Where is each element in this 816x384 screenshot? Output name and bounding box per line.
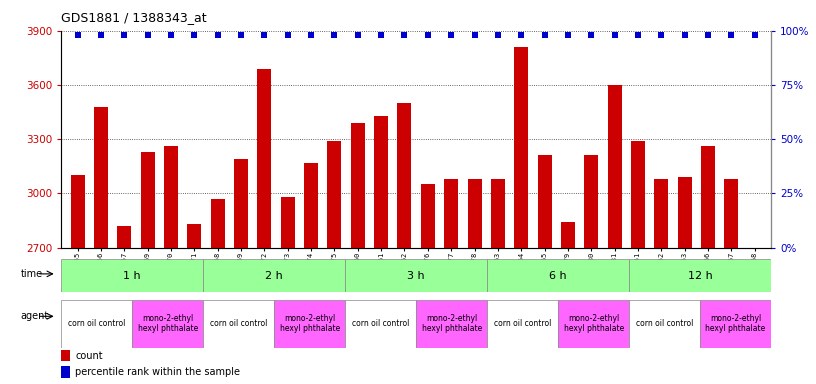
Text: 6 h: 6 h — [549, 270, 567, 281]
Text: time: time — [21, 269, 43, 279]
Point — [561, 32, 574, 38]
Point — [515, 32, 528, 38]
Bar — [561, 222, 575, 384]
Bar — [444, 179, 459, 384]
Point — [632, 32, 645, 38]
Point — [351, 32, 364, 38]
Point — [328, 32, 341, 38]
Point — [211, 32, 224, 38]
Point — [748, 32, 761, 38]
Point — [258, 32, 271, 38]
Point — [95, 32, 108, 38]
Point — [71, 32, 84, 38]
Text: corn oil control: corn oil control — [210, 319, 268, 328]
Bar — [468, 179, 481, 384]
Point — [702, 32, 715, 38]
Text: corn oil control: corn oil control — [494, 319, 552, 328]
Bar — [487, 259, 629, 292]
Bar — [351, 123, 365, 384]
Bar — [327, 141, 341, 384]
Bar — [118, 226, 131, 384]
Point — [234, 32, 247, 38]
Point — [725, 32, 738, 38]
Text: mono-2-ethyl
hexyl phthalate: mono-2-ethyl hexyl phthalate — [280, 314, 339, 333]
Bar — [211, 199, 224, 384]
Text: corn oil control: corn oil control — [68, 319, 126, 328]
Point — [538, 32, 551, 38]
Point — [421, 32, 434, 38]
Bar — [654, 179, 668, 384]
Bar — [61, 366, 69, 377]
Point — [608, 32, 621, 38]
Text: mono-2-ethyl
hexyl phthalate: mono-2-ethyl hexyl phthalate — [138, 314, 197, 333]
Bar — [631, 141, 645, 384]
Text: 1 h: 1 h — [123, 270, 141, 281]
Bar — [629, 300, 700, 348]
Bar — [257, 69, 272, 384]
Bar — [374, 116, 388, 384]
Text: corn oil control: corn oil control — [352, 319, 410, 328]
Bar — [538, 156, 552, 384]
Point — [654, 32, 667, 38]
Bar — [164, 146, 178, 384]
Bar — [701, 146, 715, 384]
Bar — [608, 85, 622, 384]
Bar — [584, 156, 598, 384]
Bar — [203, 259, 345, 292]
Bar — [725, 179, 738, 384]
Text: mono-2-ethyl
hexyl phthalate: mono-2-ethyl hexyl phthalate — [422, 314, 481, 333]
Bar — [188, 224, 202, 384]
Bar — [345, 300, 416, 348]
Text: agent: agent — [21, 311, 49, 321]
Bar — [397, 103, 411, 384]
Bar — [61, 259, 203, 292]
Bar — [281, 197, 295, 384]
Text: GDS1881 / 1388343_at: GDS1881 / 1388343_at — [61, 12, 206, 25]
Bar — [678, 177, 692, 384]
Point — [491, 32, 504, 38]
Point — [585, 32, 598, 38]
Bar — [304, 163, 318, 384]
Bar — [491, 179, 505, 384]
Text: 12 h: 12 h — [688, 270, 712, 281]
Bar — [747, 248, 762, 384]
Point — [141, 32, 154, 38]
Bar — [487, 300, 558, 348]
Bar — [345, 259, 487, 292]
Bar — [140, 152, 154, 384]
Point — [678, 32, 691, 38]
Bar — [558, 300, 629, 348]
Point — [445, 32, 458, 38]
Bar — [94, 107, 108, 384]
Text: mono-2-ethyl
hexyl phthalate: mono-2-ethyl hexyl phthalate — [706, 314, 765, 333]
Text: 2 h: 2 h — [265, 270, 283, 281]
Bar — [416, 300, 487, 348]
Bar — [700, 300, 771, 348]
Bar — [203, 300, 274, 348]
Point — [398, 32, 411, 38]
Text: 3 h: 3 h — [407, 270, 425, 281]
Text: corn oil control: corn oil control — [636, 319, 694, 328]
Bar — [132, 300, 203, 348]
Point — [165, 32, 178, 38]
Bar — [61, 350, 69, 361]
Point — [468, 32, 481, 38]
Text: mono-2-ethyl
hexyl phthalate: mono-2-ethyl hexyl phthalate — [564, 314, 623, 333]
Bar — [61, 300, 132, 348]
Bar — [629, 259, 771, 292]
Point — [188, 32, 201, 38]
Bar — [234, 159, 248, 384]
Bar — [274, 300, 345, 348]
Point — [282, 32, 295, 38]
Point — [304, 32, 317, 38]
Text: percentile rank within the sample: percentile rank within the sample — [75, 367, 241, 377]
Point — [118, 32, 131, 38]
Bar — [70, 175, 85, 384]
Bar — [421, 184, 435, 384]
Bar — [514, 47, 528, 384]
Point — [375, 32, 388, 38]
Text: count: count — [75, 351, 103, 361]
